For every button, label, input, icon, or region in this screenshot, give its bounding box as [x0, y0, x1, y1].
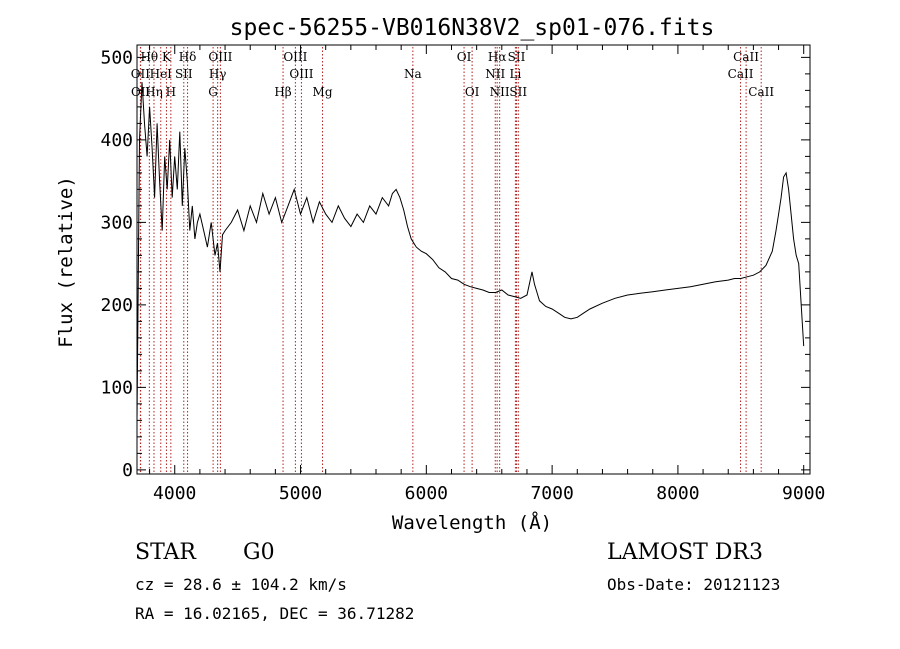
line-marker-label: OIII [208, 50, 232, 64]
x-tick-label: 7000 [530, 483, 573, 504]
line-markers: HθKHδOIIIOIIIOIHαSIICaIIOIIHeISIIHγOIIIN… [131, 47, 774, 473]
survey-name: LAMOST DR3 [607, 540, 763, 565]
line-marker-label: Hγ [209, 67, 227, 81]
line-marker-label: SII [508, 50, 526, 64]
line-marker-label: Hδ [179, 50, 197, 64]
line-marker-label: OII [131, 85, 151, 99]
line-marker-label: SII [175, 67, 193, 81]
y-tick-label: 200 [100, 295, 133, 316]
x-tick-label: 6000 [405, 483, 448, 504]
x-tick-label: 5000 [279, 483, 322, 504]
axis-ticks: 4000 5000 6000 7000 8000 9000 0 100 200 300 400 500 [100, 45, 825, 504]
y-tick-label: 0 [122, 460, 133, 481]
line-marker-label: Hθ [140, 50, 158, 64]
obs-date: Obs-Date: 20121123 [607, 575, 781, 594]
line-marker-label: CaII [728, 67, 754, 81]
spectrum-line [136, 82, 805, 421]
line-marker-label: Mg [313, 85, 333, 99]
x-tick-label: 9000 [782, 483, 825, 504]
line-marker-label: CaII [733, 50, 759, 64]
line-marker-label: SII [509, 85, 527, 99]
y-tick-label: 500 [100, 47, 133, 68]
line-marker-label: Hη [145, 85, 163, 99]
line-marker-label: OIII [283, 50, 307, 64]
line-marker-label: CaII [748, 85, 774, 99]
line-marker-label: Li [509, 67, 521, 81]
line-marker-label: NII [485, 67, 505, 81]
object-subclass: G0 [243, 540, 275, 565]
line-marker-label: K [162, 50, 172, 64]
y-tick-label: 400 [100, 130, 133, 151]
line-marker-label: HeI [150, 67, 173, 81]
y-tick-label: 100 [100, 377, 133, 398]
line-marker-label: OI [457, 50, 472, 64]
x-axis-label: Wavelength (Å) [392, 511, 552, 534]
line-marker-label: Na [404, 67, 422, 81]
redshift-readout: cz = 28.6 ± 104.2 km/s [135, 575, 347, 594]
line-marker-label: G [208, 85, 218, 99]
chart-title: spec-56255-VB016N38V2_sp01-076.fits [230, 15, 715, 41]
y-axis-label: Flux (relative) [55, 176, 77, 348]
plot-frame [136, 44, 811, 475]
line-marker-label: Hβ [274, 85, 291, 99]
x-tick-label: 8000 [656, 483, 699, 504]
line-marker-label: NII [490, 85, 510, 99]
coordinates: RA = 16.02165, DEC = 36.71282 [135, 604, 415, 623]
y-tick-label: 300 [100, 212, 133, 233]
x-tick-label: 4000 [153, 483, 196, 504]
object-class: STAR [135, 540, 196, 565]
line-marker-label: OI [465, 85, 480, 99]
line-marker-label: Hα [488, 50, 507, 64]
line-marker-label: H [166, 85, 176, 99]
line-marker-label: OIII [289, 67, 313, 81]
